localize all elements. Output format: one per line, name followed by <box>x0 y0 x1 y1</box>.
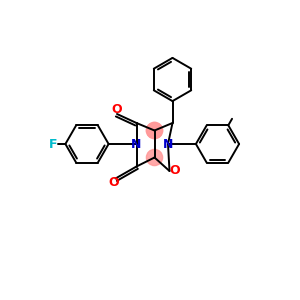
Text: N: N <box>163 137 173 151</box>
Circle shape <box>146 122 163 139</box>
Circle shape <box>146 122 163 139</box>
Circle shape <box>146 149 163 166</box>
Text: F: F <box>49 137 57 151</box>
Text: O: O <box>169 164 180 178</box>
Text: O: O <box>112 103 122 116</box>
Text: N: N <box>131 137 142 151</box>
Text: O: O <box>109 176 119 190</box>
